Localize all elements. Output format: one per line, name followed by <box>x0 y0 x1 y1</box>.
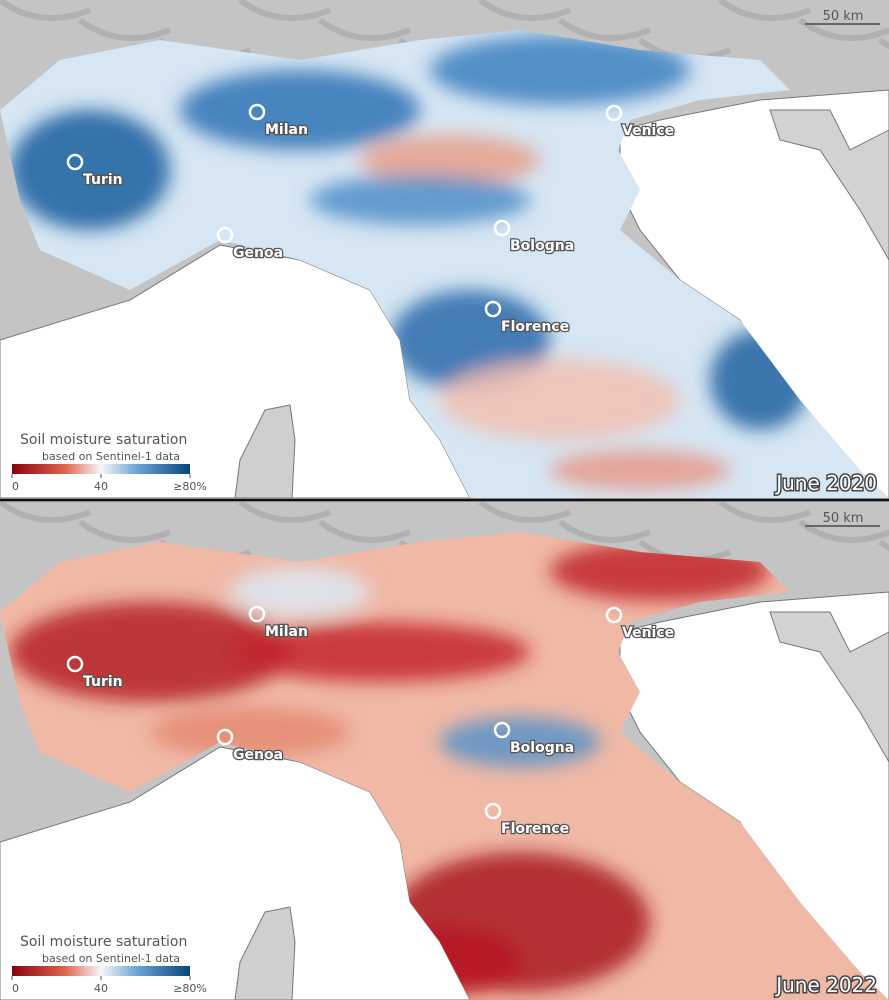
city-label: Milan <box>265 624 308 640</box>
city-label: Florence <box>501 319 569 335</box>
city-marker <box>605 104 623 122</box>
moisture-blob <box>230 567 370 617</box>
city-label: Bologna <box>510 238 574 254</box>
colorbar <box>12 966 190 976</box>
legend-subtitle: based on Sentinel-1 data <box>42 952 180 965</box>
city-label: Turin <box>83 172 123 188</box>
relief <box>798 519 889 543</box>
island <box>234 404 296 498</box>
relief <box>78 17 172 41</box>
colorbar-tick-label: 40 <box>94 480 108 493</box>
city-marker <box>248 103 266 121</box>
legend-subtitle: based on Sentinel-1 data <box>42 450 180 463</box>
relief <box>878 539 889 552</box>
colorbar-tick-label: ≥80% <box>173 480 207 493</box>
moisture-blob <box>430 35 690 105</box>
city-label: Genoa <box>233 747 283 763</box>
relief <box>238 502 332 523</box>
city-marker <box>216 226 234 244</box>
city-label: Genoa <box>233 245 283 261</box>
scale-label: 50 km <box>823 511 864 526</box>
date-label: June 2022 <box>774 973 877 997</box>
city-marker <box>66 655 84 673</box>
relief <box>878 37 889 50</box>
relief <box>78 519 172 543</box>
coast-land <box>769 611 889 763</box>
city-marker <box>216 728 234 746</box>
map-panel: Milan Venice Turin Genoa Bologna Florence 50 k… <box>0 0 889 498</box>
colorbar-tick-label: 40 <box>94 982 108 995</box>
city-marker <box>484 300 502 318</box>
moisture-blob <box>440 360 680 440</box>
moisture-blob <box>230 622 530 682</box>
colorbar <box>12 464 190 474</box>
moisture-blob <box>10 110 170 230</box>
relief <box>718 0 812 21</box>
moisture-blob <box>310 175 530 225</box>
city-marker <box>484 802 502 820</box>
city-marker <box>248 605 266 623</box>
island <box>234 906 296 1000</box>
relief <box>478 502 572 523</box>
city-marker <box>493 721 511 739</box>
city-label: Florence <box>501 821 569 837</box>
coast-land <box>769 109 889 261</box>
city-label: Venice <box>622 625 674 641</box>
city-label: Venice <box>622 123 674 139</box>
legend-title: Soil moisture saturation <box>20 934 187 950</box>
moisture-blob <box>550 450 730 490</box>
moisture-blob <box>440 717 600 767</box>
scale-label: 50 km <box>823 9 864 24</box>
city-marker <box>493 219 511 237</box>
relief <box>0 0 92 21</box>
colorbar-tick-label: 0 <box>12 982 19 995</box>
city-marker <box>66 153 84 171</box>
city-label: Milan <box>265 122 308 138</box>
date-label: June 2020 <box>774 471 877 495</box>
city-label: Bologna <box>510 740 574 756</box>
moisture-blob <box>360 135 540 185</box>
city-label: Turin <box>83 674 123 690</box>
relief <box>238 0 332 21</box>
relief <box>318 17 412 41</box>
city-marker <box>605 606 623 624</box>
map-panel: Milan Venice Turin Genoa Bologna Florence 50 k… <box>0 502 889 1000</box>
relief <box>558 519 652 543</box>
relief <box>0 502 92 523</box>
moisture-blob <box>180 70 420 150</box>
colorbar-tick-label: ≥80% <box>173 982 207 995</box>
moisture-blob <box>150 707 350 757</box>
relief <box>478 0 572 21</box>
relief <box>798 17 889 41</box>
relief <box>318 519 412 543</box>
relief <box>718 502 812 523</box>
colorbar-tick-label: 0 <box>12 480 19 493</box>
relief <box>558 17 652 41</box>
legend-title: Soil moisture saturation <box>20 432 187 448</box>
moisture-blobs <box>10 35 810 490</box>
moisture-blob <box>10 602 290 702</box>
